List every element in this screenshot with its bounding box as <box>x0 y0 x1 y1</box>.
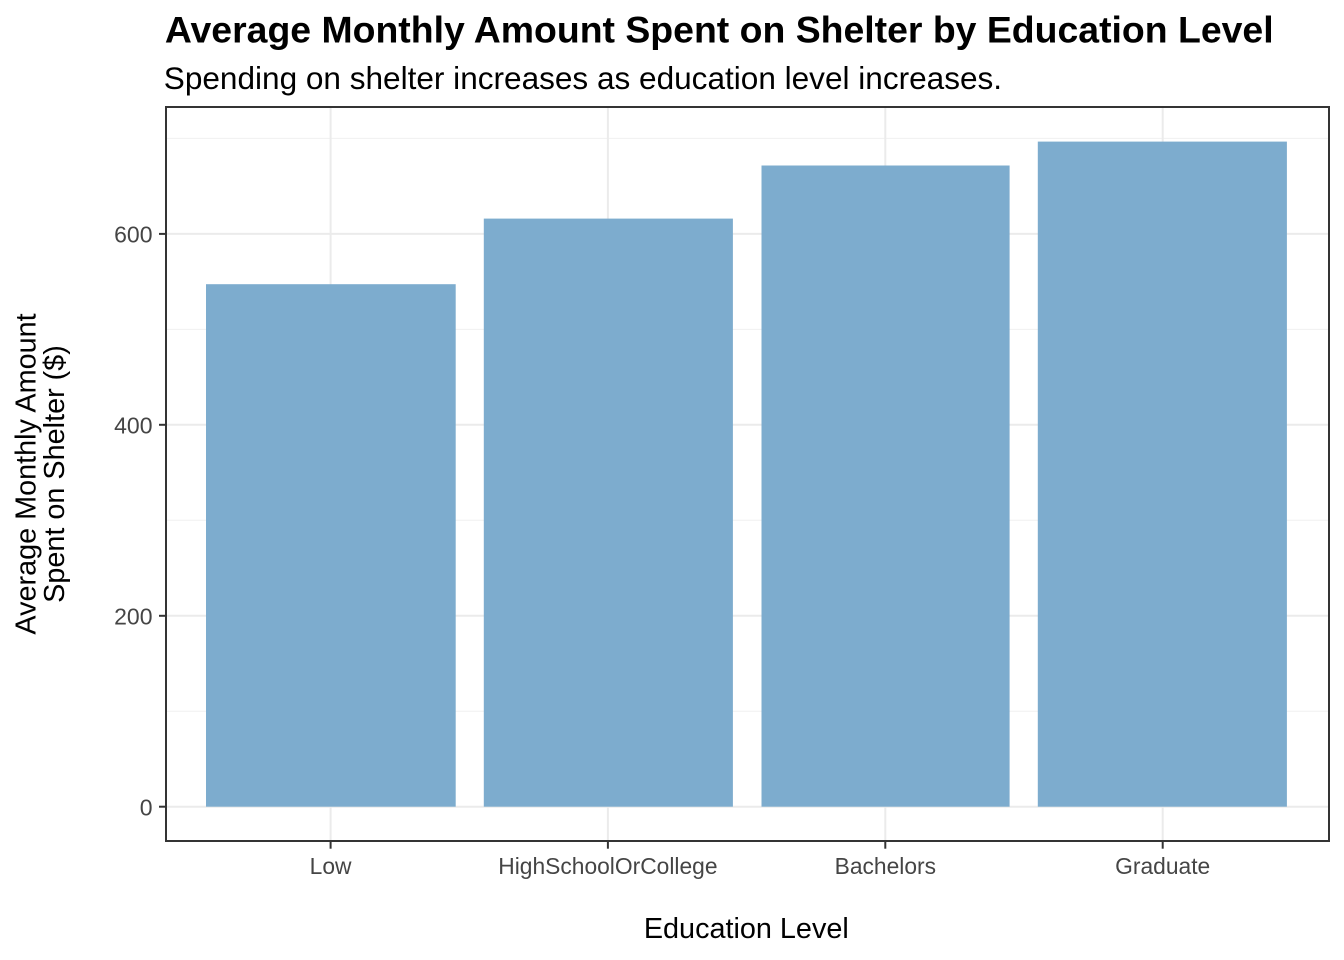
svg-text:200: 200 <box>114 604 152 630</box>
svg-text:Average Monthly Amount Spent o: Average Monthly Amount Spent on Shelter … <box>165 8 1274 50</box>
svg-text:Education Level: Education Level <box>644 913 849 945</box>
svg-text:Low: Low <box>310 853 352 879</box>
svg-text:0: 0 <box>140 794 153 820</box>
svg-text:600: 600 <box>114 222 152 248</box>
svg-text:HighSchoolOrCollege: HighSchoolOrCollege <box>498 853 717 879</box>
svg-text:Spent on Shelter ($): Spent on Shelter ($) <box>39 345 71 603</box>
svg-text:Average Monthly Amount: Average Monthly Amount <box>10 313 42 634</box>
svg-text:Graduate: Graduate <box>1115 853 1210 879</box>
svg-text:Spending on shelter increases: Spending on shelter increases as educati… <box>164 60 1002 96</box>
svg-text:Bachelors: Bachelors <box>835 853 936 879</box>
svg-text:400: 400 <box>114 413 152 439</box>
